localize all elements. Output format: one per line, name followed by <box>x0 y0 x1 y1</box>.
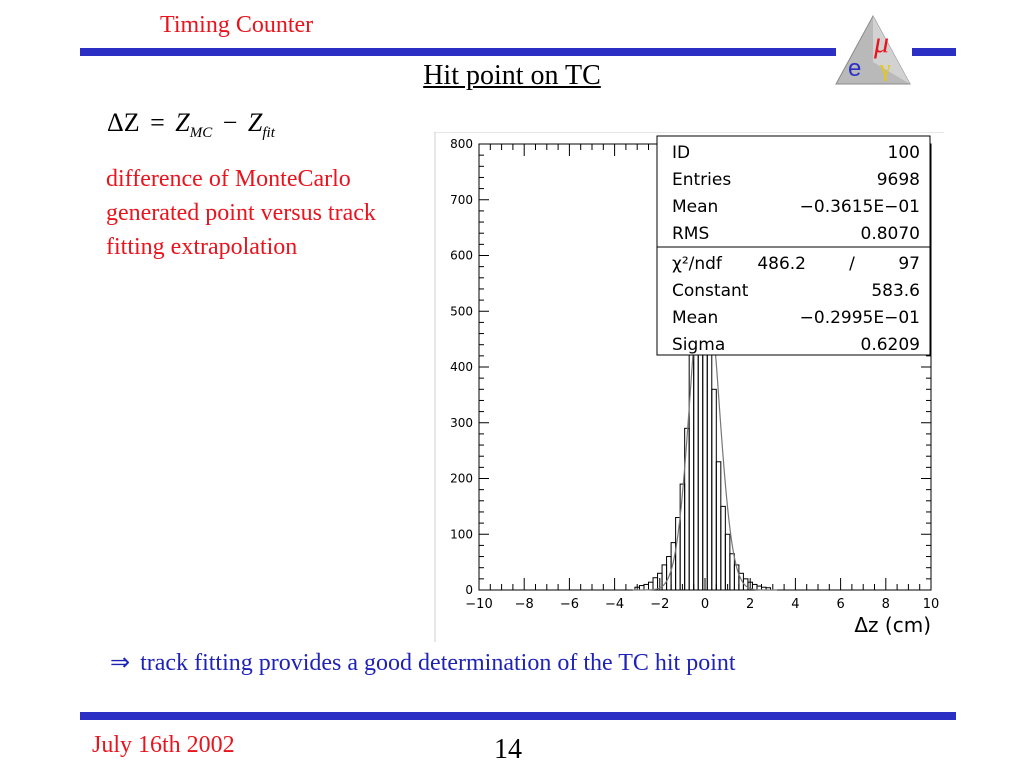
description-line: generated point versus track <box>106 200 376 226</box>
fit-label: Sigma <box>672 335 725 355</box>
histogram-bar <box>715 461 722 591</box>
histogram-bar <box>648 581 654 591</box>
description-line: fitting extrapolation <box>106 234 298 260</box>
histogram-bar <box>724 533 731 591</box>
histogram-bar <box>643 583 649 591</box>
stats-value: 9698 <box>877 170 920 190</box>
histogram-svg: 0 100 200 300 400 500 600 700 800 −10 −8 −6 −4 −2 0 2 4 6… <box>434 132 944 642</box>
conclusion-text: ⇒ track fitting provides a good determina… <box>110 648 736 677</box>
y-tick-label: 100 <box>450 527 473 541</box>
x-tick-label: 2 <box>746 597 754 612</box>
x-tick-label: −6 <box>560 597 579 612</box>
x-tick-label: −2 <box>650 597 669 612</box>
histogram-bar <box>720 505 726 591</box>
footer-divider <box>80 712 956 720</box>
histogram-bar <box>675 517 681 591</box>
stats-box: ID 100 Entries 9698 Mean −0.3615E−01 RMS 0.8070 <box>656 135 931 248</box>
histogram-bar <box>652 577 659 591</box>
stats-label: Mean <box>672 197 718 217</box>
fit-label: Constant <box>672 281 749 301</box>
stats-label: ID <box>672 143 690 163</box>
x-tick-label: −10 <box>465 597 492 612</box>
fit-label: Mean <box>672 308 718 328</box>
footer-date: July 16th 2002 <box>92 732 235 758</box>
logo-mu: μ <box>873 26 889 59</box>
stats-label: Entries <box>672 170 731 190</box>
y-tick-label: 800 <box>450 137 473 151</box>
fit-value: −0.2995E−01 <box>800 308 920 328</box>
x-tick-label: 0 <box>701 597 709 612</box>
x-tick-label: 6 <box>836 597 844 612</box>
fit-value: 0.6209 <box>861 335 920 355</box>
delta-z-formula: ΔZ = ZMC − Zfit <box>107 108 275 142</box>
histogram-bar <box>711 388 717 591</box>
x-tick-label: 4 <box>791 597 799 612</box>
logo-e: e <box>848 55 861 82</box>
chi2-slash: / <box>849 254 855 274</box>
y-tick-label: 300 <box>450 416 473 430</box>
description-text: difference of MonteCarlo generated point… <box>106 162 436 264</box>
y-tick-label: 700 <box>450 193 473 207</box>
chi2-value: 486.2 <box>757 254 806 274</box>
x-axis-label: Δz (cm) <box>854 613 931 637</box>
stats-value: −0.3615E−01 <box>800 197 920 217</box>
x-tick-label: 10 <box>923 597 940 612</box>
fit-value: 583.6 <box>871 281 920 301</box>
description-line: difference of MonteCarlo <box>106 166 351 192</box>
y-tick-label: 200 <box>450 472 473 486</box>
x-tick-label: −8 <box>515 597 534 612</box>
histogram-bar <box>688 349 695 591</box>
mu-e-gamma-logo: μ e γ <box>834 14 912 86</box>
stats-label: RMS <box>672 224 709 244</box>
header-title: Timing Counter <box>160 12 314 38</box>
x-tick-label: −4 <box>605 597 624 612</box>
y-tick-label: 0 <box>465 583 473 597</box>
y-tick-label: 600 <box>450 249 473 263</box>
x-tick-label: 8 <box>882 597 890 612</box>
implies-arrow-icon: ⇒ <box>110 650 131 676</box>
chi2-label: χ²/ndf <box>672 254 723 274</box>
header-divider-right <box>912 48 956 56</box>
ndf-value: 97 <box>898 254 920 274</box>
y-tick-label: 400 <box>450 360 473 374</box>
stats-value: 0.8070 <box>861 224 920 244</box>
slide-title: Hit point on TC <box>423 60 601 91</box>
header-divider <box>80 48 836 56</box>
conclusion-label: track fitting provides a good determinat… <box>140 650 736 676</box>
stats-value: 100 <box>888 143 920 163</box>
y-tick-label: 500 <box>450 304 473 318</box>
page-number: 14 <box>494 734 522 765</box>
histogram-bar <box>729 553 735 591</box>
histogram-bar <box>638 585 645 591</box>
fit-box: χ²/ndf 486.2 / 97 Constant 583.6 Mean −0.2995E−… <box>656 246 931 356</box>
histogram-chart: 0 100 200 300 400 500 600 700 800 −10 −8 −6 −4 −2 0 2 4 6… <box>434 132 944 642</box>
logo-gamma: γ <box>879 56 891 82</box>
